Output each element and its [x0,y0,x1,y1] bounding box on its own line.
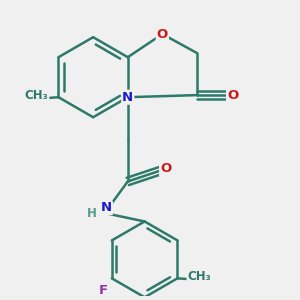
Text: CH₃: CH₃ [25,88,49,102]
Text: N: N [101,202,112,214]
Text: N: N [122,91,134,104]
Text: H: H [87,206,97,220]
Text: O: O [160,162,171,175]
Text: CH₃: CH₃ [188,270,211,283]
Text: O: O [227,88,238,102]
Text: O: O [157,28,168,40]
Text: F: F [99,284,108,298]
